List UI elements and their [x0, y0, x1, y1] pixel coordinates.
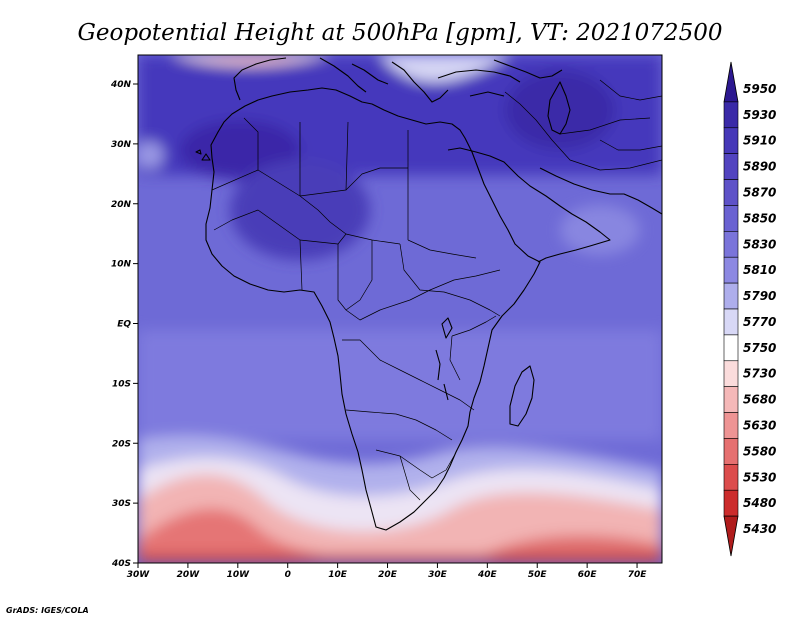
border-southern-africa [375, 449, 455, 501]
y-tick-label: 10S [112, 379, 131, 389]
x-tick-label: 70E [628, 570, 648, 580]
colorbar-label: 5790 [743, 289, 776, 303]
x-tick-label: 30E [428, 570, 448, 580]
border-algeria-libya [299, 122, 408, 197]
x-tick-label: 20E [378, 570, 398, 580]
colorbar-swatch [723, 334, 739, 362]
colorbar-label: 5910 [743, 134, 776, 148]
colorbar-swatch [723, 438, 739, 465]
colorbar-label: 5890 [743, 160, 776, 174]
y-tick-label: EQ [117, 320, 131, 330]
y-tick-label: 40S [111, 559, 131, 569]
border-nigeria-chad [299, 239, 373, 311]
border-middle-east [504, 91, 662, 171]
black-sea-coastline [493, 59, 563, 79]
y-tick-label: 10N [111, 260, 132, 270]
y-axis: 40N 30N 20N 10N EQ 10S 20S 30S 40S [110, 80, 138, 569]
canary-islands [195, 149, 211, 161]
colorbar-swatch [723, 127, 739, 154]
x-tick-label: 10W [227, 570, 251, 580]
colorbar-label: 5770 [743, 315, 776, 329]
border-central [345, 269, 501, 321]
colorbar-label: 5480 [743, 496, 776, 510]
border-sudan-south [399, 243, 501, 317]
grads-credit: GrADS: IGES/COLA [6, 606, 89, 615]
colorbar-swatch [723, 205, 739, 232]
colorbar-label: 5530 [743, 470, 776, 484]
y-tick-label: 30N [111, 140, 132, 150]
colorbar-label: 5580 [743, 444, 776, 458]
colorbar-label: 5730 [743, 367, 776, 381]
x-axis: 30W 20W 10W 0 10E 20E 30E 40E 50E 60E 70E [127, 563, 647, 580]
colorbar-swatch [723, 489, 739, 517]
border-sahara-1 [257, 169, 347, 235]
x-tick-label: 30W [127, 570, 151, 580]
border-drc-angola [342, 339, 475, 411]
colorbar-label: 5680 [743, 393, 776, 407]
x-tick-label: 50E [528, 570, 548, 580]
x-tick-label: 20W [177, 570, 201, 580]
y-tick-label: 20N [111, 200, 132, 210]
map-title: Geopotential Height at 500hPa [gpm], VT:… [78, 20, 723, 46]
colorbar-label: 5930 [743, 108, 776, 122]
colorbar-label: 5870 [743, 186, 776, 200]
x-tick-label: 40E [477, 570, 498, 580]
colorbar-swatch [723, 308, 739, 336]
persian-gulf-coastline [539, 167, 662, 215]
colorbar: 5950 5930 5910 5890 5870 5850 5830 5810 5790 5770… [723, 61, 776, 557]
colorbar-swatch [723, 464, 739, 491]
y-tick-label: 40N [110, 80, 132, 90]
map-panel [138, 55, 662, 563]
africa-coastline [205, 87, 541, 531]
colorbar-label: 5750 [743, 341, 776, 355]
colorbar-swatch [723, 101, 739, 129]
colorbar-label: 5810 [743, 263, 776, 277]
border-namibia [345, 409, 453, 441]
colorbar-swatch [723, 231, 739, 258]
colorbar-swatch [723, 256, 739, 284]
lakes-coastline [435, 317, 453, 401]
italy-coastline [319, 57, 389, 93]
border-sahel [213, 209, 401, 245]
turkey-coastline [437, 69, 521, 97]
madagascar-coastline [509, 365, 535, 427]
border-iran-asia [599, 79, 662, 151]
map-frame [137, 54, 663, 564]
colorbar-label: 5830 [743, 237, 776, 251]
x-tick-label: 10E [328, 570, 348, 580]
iberia-coastline [233, 57, 287, 101]
x-tick-label: 60E [578, 570, 598, 580]
y-tick-label: 30S [112, 499, 131, 509]
y-tick-label: 20S [112, 439, 131, 449]
country-borders [211, 79, 662, 501]
height-field-shading [138, 55, 662, 563]
x-tick-label: 0 [285, 570, 291, 580]
colorbar-swatch [723, 360, 739, 387]
colorbar-bottom-arrow [723, 515, 739, 557]
colorbar-swatch [723, 412, 739, 439]
colorbar-label: 5950 [743, 82, 776, 96]
colorbar-swatch [723, 179, 739, 206]
colorbar-swatch [723, 153, 739, 180]
border-east-africa [449, 315, 497, 381]
colorbar-swatch [723, 282, 739, 310]
colorbar-label: 5630 [743, 419, 776, 433]
border-morocco-algeria [211, 117, 259, 191]
colorbar-top-arrow [723, 61, 739, 103]
colorbar-swatch [723, 386, 739, 413]
colorbar-label: 5850 [743, 211, 776, 225]
border-libya-egypt-sudan [345, 121, 477, 259]
arabia-coastline [447, 147, 611, 263]
colorbar-label: 5430 [743, 522, 776, 536]
greece-coastline [391, 61, 449, 103]
